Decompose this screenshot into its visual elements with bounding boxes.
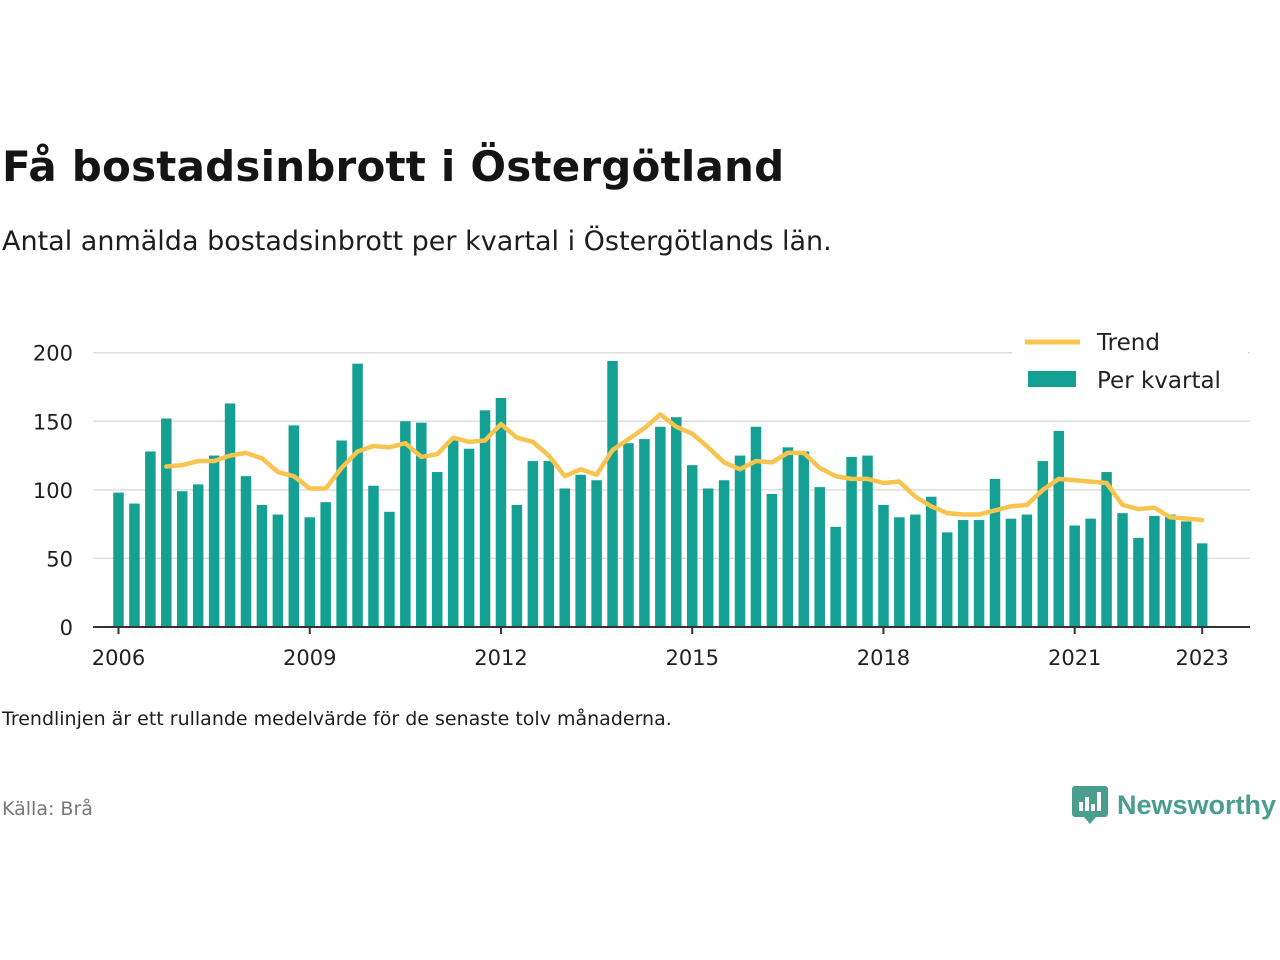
bar-11 xyxy=(288,425,300,627)
y-tick-label-200: 200 xyxy=(33,342,73,366)
bar-32 xyxy=(623,443,634,627)
bar-50 xyxy=(910,514,921,627)
bar-68 xyxy=(1196,543,1208,627)
bar-3 xyxy=(161,418,172,627)
bar-63 xyxy=(1117,513,1128,627)
bar-17 xyxy=(384,511,395,627)
bar-31 xyxy=(607,360,618,627)
bar-58 xyxy=(1037,461,1049,627)
bar-43 xyxy=(798,451,810,627)
bar-28 xyxy=(559,488,570,627)
bar-35 xyxy=(671,417,682,627)
source-credit: Källa: Brå xyxy=(2,798,93,820)
bar-22 xyxy=(463,448,475,627)
bar-38 xyxy=(718,480,730,627)
trend-line xyxy=(164,412,1205,523)
bar-5 xyxy=(192,484,204,627)
x-tick-label-2006: 2006 xyxy=(92,646,145,670)
bar-7 xyxy=(224,403,236,627)
y-tick-label-50: 50 xyxy=(46,547,73,571)
bar-53 xyxy=(957,520,969,627)
bar-42 xyxy=(782,447,794,627)
x-tick-label-2015: 2015 xyxy=(665,646,718,670)
bar-30 xyxy=(591,480,602,627)
legend-label-trend: Trend xyxy=(1096,330,1160,356)
bar-34 xyxy=(655,426,666,627)
bar-61 xyxy=(1085,518,1096,627)
bar-12 xyxy=(304,517,315,627)
bar-44 xyxy=(814,487,825,627)
bar-13 xyxy=(320,502,331,627)
bar-57 xyxy=(1021,514,1033,627)
y-tick-label-150: 150 xyxy=(33,410,73,434)
bar-18 xyxy=(400,421,411,627)
x-tick-label-2009: 2009 xyxy=(283,646,336,670)
chart-subtitle: Antal anmälda bostadsinbrott per kvartal… xyxy=(2,226,832,257)
bar-26 xyxy=(527,461,539,627)
bar-1 xyxy=(129,503,140,627)
bar-46 xyxy=(846,456,857,627)
bar-37 xyxy=(702,488,714,627)
bar-49 xyxy=(894,517,905,627)
bar-54 xyxy=(973,520,985,627)
bar-14 xyxy=(336,440,347,627)
bar-25 xyxy=(511,504,523,627)
bar-24 xyxy=(495,397,507,627)
bar-15 xyxy=(352,363,363,627)
x-tick-label-2021: 2021 xyxy=(1048,646,1101,670)
trend-line-layer xyxy=(164,412,1205,523)
bar-47 xyxy=(862,455,873,627)
bar-9 xyxy=(256,504,268,627)
bar-line-chart: 0 50 100 150 200 2006 2009 2012 2015 2018 2021 2023… xyxy=(33,326,1250,670)
bar-20 xyxy=(431,472,443,627)
bar-21 xyxy=(447,440,459,627)
bar-23 xyxy=(479,410,491,627)
bar-19 xyxy=(416,422,427,627)
bar-67 xyxy=(1181,521,1192,627)
legend-background xyxy=(1012,326,1248,404)
bar-36 xyxy=(686,465,698,627)
bar-29 xyxy=(575,474,586,627)
bar-55 xyxy=(989,478,1001,627)
bar-27 xyxy=(543,461,555,627)
x-tick-label-2023: 2023 xyxy=(1175,646,1228,670)
bar-41 xyxy=(766,493,778,627)
bar-4 xyxy=(177,491,188,627)
bar-62 xyxy=(1101,472,1112,627)
legend: Trend Per kvartal xyxy=(1012,326,1248,404)
bars-per-kvartal xyxy=(113,360,1208,627)
x-tick-label-2012: 2012 xyxy=(474,646,527,670)
bar-66 xyxy=(1165,514,1176,627)
chart-title: Få bostadsinbrott i Östergötland xyxy=(2,142,785,191)
bar-2 xyxy=(145,451,156,627)
bar-16 xyxy=(368,485,379,627)
bar-8 xyxy=(240,476,252,627)
bar-10 xyxy=(272,514,284,627)
bar-51 xyxy=(926,496,937,627)
bar-59 xyxy=(1053,430,1065,627)
bar-45 xyxy=(830,526,841,627)
bar-39 xyxy=(734,455,746,627)
chart-note: Trendlinjen är ett rullande medelvärde f… xyxy=(2,708,672,730)
bar-6 xyxy=(208,455,220,627)
bar-33 xyxy=(639,439,650,627)
brand-name: Newsworthy xyxy=(1117,789,1277,820)
bar-56 xyxy=(1005,518,1017,627)
bar-65 xyxy=(1149,515,1160,627)
bar-40 xyxy=(750,426,762,627)
x-tick-label-2018: 2018 xyxy=(857,646,910,670)
legend-swatch-per-kvartal xyxy=(1028,371,1076,387)
newsworthy-icon xyxy=(1072,786,1108,824)
bar-52 xyxy=(941,532,953,627)
bar-64 xyxy=(1133,537,1144,627)
bar-0 xyxy=(113,492,124,627)
legend-label-per-kvartal: Per kvartal xyxy=(1097,368,1221,394)
y-tick-label-100: 100 xyxy=(33,479,73,503)
axes: 0 50 100 150 200 2006 2009 2012 2015 2018 2021 2023 xyxy=(33,342,1250,670)
bar-60 xyxy=(1069,525,1080,627)
y-tick-label-0: 0 xyxy=(60,616,73,640)
newsworthy-logo: Newsworthy xyxy=(1072,784,1276,826)
bar-48 xyxy=(878,504,889,627)
